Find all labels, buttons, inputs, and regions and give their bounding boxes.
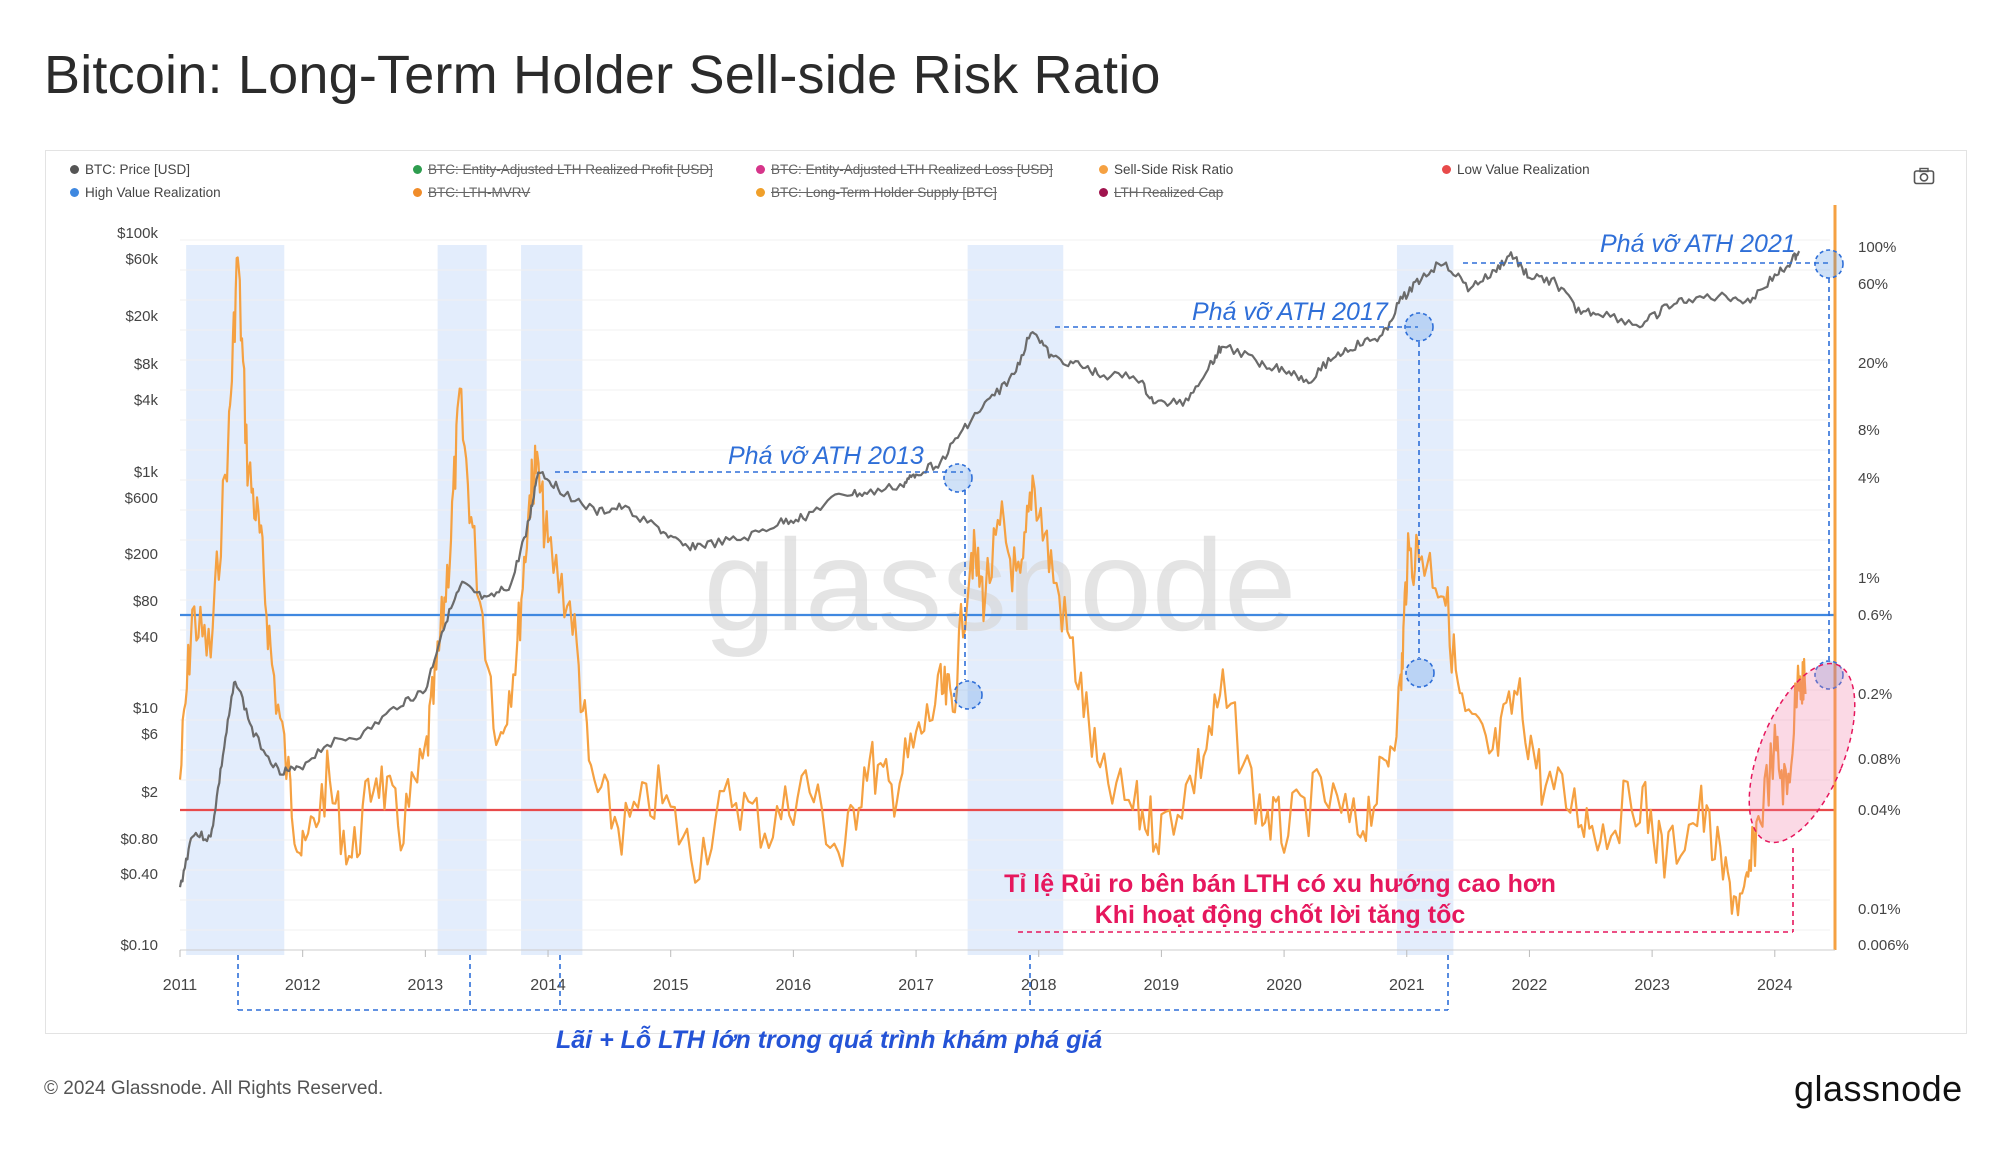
- ath-2021-ratio-marker: [1814, 660, 1844, 690]
- right-tick-label: 0.01%: [1858, 901, 1901, 918]
- left-tick-label: $100k: [117, 225, 158, 242]
- annotation-pink-line2: Khi hoạt động chốt lời tăng tốc: [1095, 901, 1466, 929]
- left-tick-label: $2: [141, 784, 158, 801]
- left-tick-label: $1k: [134, 464, 159, 481]
- left-tick-label: $0.40: [120, 866, 158, 883]
- x-tick-label: 2014: [530, 977, 566, 994]
- x-tick-label: 2018: [1021, 977, 1057, 994]
- copyright-text: © 2024 Glassnode. All Rights Reserved.: [44, 1078, 384, 1099]
- left-tick-label: $600: [125, 490, 158, 507]
- right-tick-label: 4%: [1858, 470, 1880, 487]
- annotation-ath-2021: Phá vỡ ATH 2021: [1600, 230, 1796, 258]
- chart-legend: BTC: Price [USD] BTC: Entity-Adjusted LT…: [70, 162, 1870, 212]
- camera-icon-svg: [1913, 167, 1935, 185]
- x-tick-label: 2021: [1389, 977, 1425, 994]
- legend-item-lth-supply[interactable]: BTC: Long-Term Holder Supply [BTC]: [756, 185, 997, 200]
- x-tick-label: 2024: [1757, 977, 1793, 994]
- legend-item-lth-realized-profit[interactable]: BTC: Entity-Adjusted LTH Realized Profit…: [413, 162, 713, 177]
- legend-item-lth-realized-cap[interactable]: LTH Realized Cap: [1099, 185, 1223, 200]
- right-tick-label: 0.08%: [1858, 751, 1901, 768]
- series-sell-side-risk-ratio: [178, 256, 1807, 917]
- legend-dot: [413, 188, 422, 197]
- left-tick-label: $0.10: [120, 937, 158, 954]
- legend-dot: [1099, 165, 1108, 174]
- right-tick-label: 0.6%: [1858, 607, 1892, 624]
- x-tick-label: 2012: [285, 977, 321, 994]
- ath-2013-marker: [943, 463, 973, 493]
- watermark: glassnode: [704, 512, 1297, 658]
- x-tick-label: 2023: [1634, 977, 1670, 994]
- legend-item-lth-mvrv[interactable]: BTC: LTH-MVRV: [413, 185, 530, 200]
- legend-item-sell-side-risk-ratio[interactable]: Sell-Side Risk Ratio: [1099, 162, 1233, 177]
- left-tick-label: $40: [133, 629, 158, 646]
- x-tick-label: 2022: [1512, 977, 1548, 994]
- x-tick-label: 2017: [898, 977, 934, 994]
- left-tick-label: $10: [133, 700, 158, 717]
- left-tick-label: $20k: [125, 308, 158, 325]
- x-tick-label: 2019: [1144, 977, 1180, 994]
- legend-item-high-value-realization[interactable]: High Value Realization: [70, 185, 221, 200]
- brand-logo: glassnode: [1794, 1068, 1963, 1109]
- left-tick-label: $6: [141, 726, 158, 743]
- annotation-ath-2013: Phá vỡ ATH 2013: [728, 442, 924, 470]
- left-tick-label: $200: [125, 546, 158, 563]
- annotation-ath-2017: Phá vỡ ATH 2017: [1192, 298, 1389, 326]
- legend-dot: [70, 188, 79, 197]
- right-tick-label: 60%: [1858, 276, 1888, 293]
- x-tick-label: 2011: [163, 977, 198, 994]
- highlight-ellipse: [1748, 662, 1856, 844]
- ath-2013-ratio-marker: [953, 680, 983, 710]
- page-title: Bitcoin: Long-Term Holder Sell-side Risk…: [44, 45, 1161, 105]
- x-tick-label: 2013: [408, 977, 444, 994]
- left-tick-label: $8k: [134, 356, 159, 373]
- legend-dot: [70, 165, 79, 174]
- legend-dot: [756, 165, 765, 174]
- x-tick-label: 2016: [776, 977, 812, 994]
- left-tick-label: $4k: [134, 392, 159, 409]
- right-tick-label: 20%: [1858, 355, 1888, 372]
- annotation-pink-line1: Tỉ lệ Rủi ro bên bán LTH có xu hướng cao…: [1004, 870, 1556, 898]
- left-tick-label: $80: [133, 593, 158, 610]
- ath-2017-ratio-marker: [1405, 658, 1435, 688]
- right-tick-label: 100%: [1858, 239, 1896, 256]
- left-tick-label: $0.80: [120, 831, 158, 848]
- right-tick-label: 0.2%: [1858, 686, 1892, 703]
- right-tick-label: 0.04%: [1858, 802, 1901, 819]
- legend-item-lth-realized-loss[interactable]: BTC: Entity-Adjusted LTH Realized Loss […: [756, 162, 1053, 177]
- legend-dot: [413, 165, 422, 174]
- legend-dot: [1099, 188, 1108, 197]
- annotation-bottom: Lãi + Lỗ LTH lớn trong quá trình khám ph…: [556, 1025, 1102, 1054]
- x-tick-label: 2020: [1266, 977, 1302, 994]
- right-tick-label: 1%: [1858, 570, 1880, 587]
- right-tick-label: 0.006%: [1858, 937, 1909, 954]
- right-tick-label: 8%: [1858, 422, 1880, 439]
- x-tick-label: 2015: [653, 977, 689, 994]
- legend-dot: [756, 188, 765, 197]
- series-btc-price: [178, 250, 1801, 888]
- camera-icon[interactable]: [1913, 167, 1935, 185]
- legend-item-btc-price[interactable]: BTC: Price [USD]: [70, 162, 190, 177]
- left-tick-label: $60k: [125, 251, 158, 268]
- ath-2017-marker: [1404, 312, 1434, 342]
- ath-2021-marker: [1814, 249, 1844, 279]
- legend-dot: [1442, 165, 1451, 174]
- legend-item-low-value-realization[interactable]: Low Value Realization: [1442, 162, 1590, 177]
